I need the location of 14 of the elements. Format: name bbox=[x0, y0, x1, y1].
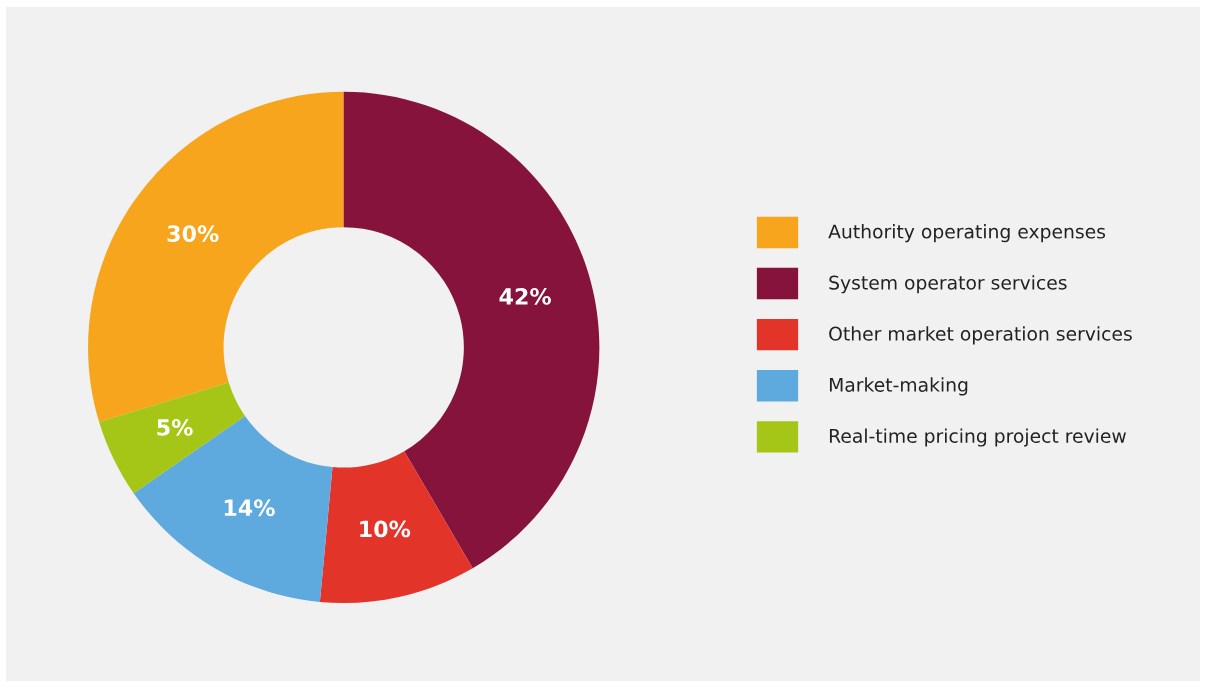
donut-slice bbox=[343, 91, 600, 569]
legend-label: Other market operation services bbox=[829, 326, 1132, 345]
data-label: 10% bbox=[360, 520, 411, 538]
data-label: 5% bbox=[157, 418, 193, 436]
donut-slice bbox=[319, 451, 473, 604]
legend-label: Authority operating expenses bbox=[828, 224, 1106, 243]
data-label: 14% bbox=[224, 499, 275, 517]
data-label: 30% bbox=[167, 225, 219, 243]
donut-slice bbox=[99, 382, 245, 494]
legend-label: Real-time pricing project review bbox=[829, 428, 1126, 447]
legend-label: Market-making bbox=[829, 377, 968, 396]
donut-slice bbox=[133, 415, 333, 602]
legend-label: System operator services bbox=[829, 275, 1067, 294]
data-label: 42% bbox=[499, 287, 551, 305]
